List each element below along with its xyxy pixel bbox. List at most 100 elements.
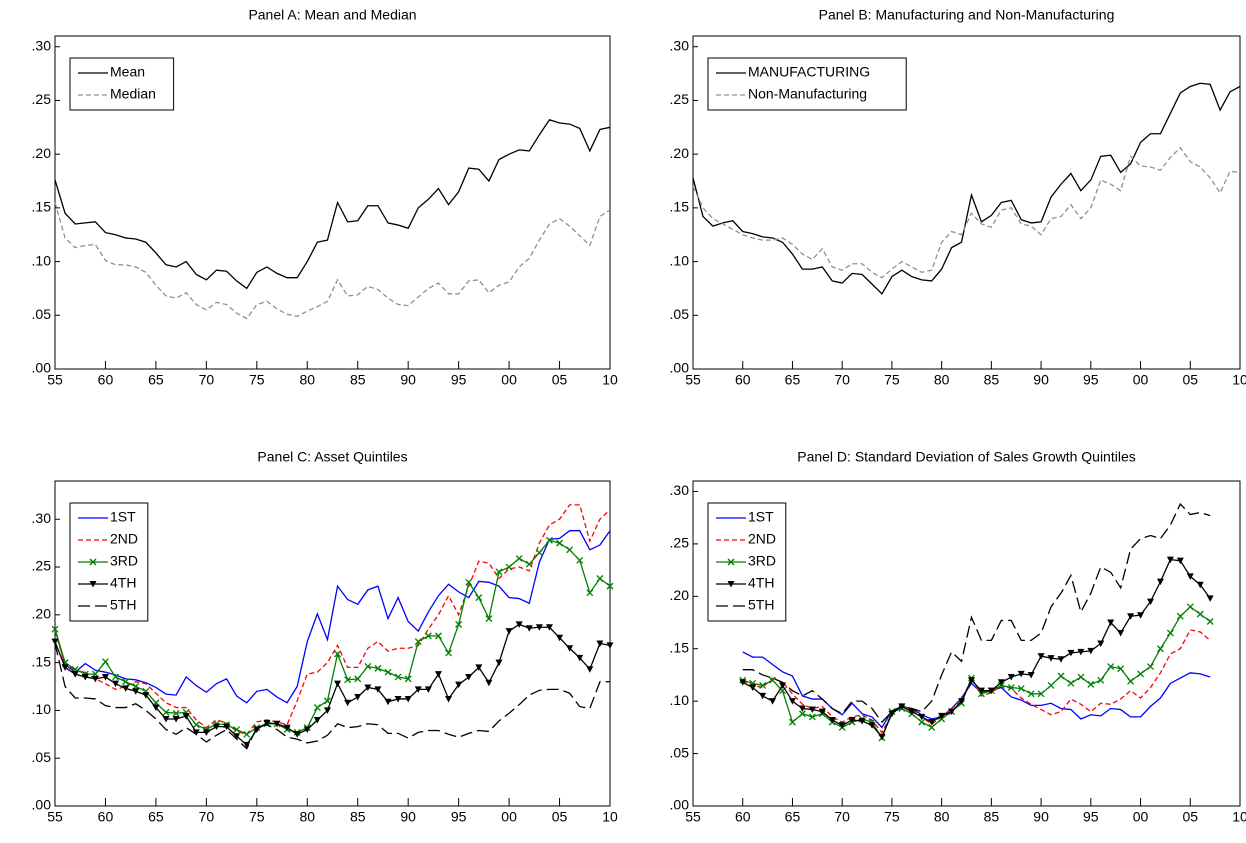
marker-triangle [1156, 578, 1164, 586]
marker-triangle [142, 692, 150, 699]
marker-x [535, 549, 543, 557]
marker-triangle [545, 624, 553, 631]
y-tick-label: .20 [32, 606, 52, 622]
marker-x [354, 675, 362, 683]
marker-triangle [1186, 573, 1194, 580]
marker-triangle [122, 685, 130, 692]
y-tick-label: .00 [32, 360, 52, 376]
marker-triangle [1127, 613, 1135, 620]
marker-triangle [162, 716, 170, 723]
marker-x [1007, 684, 1015, 691]
y-tick-label: .10 [670, 692, 690, 708]
x-tick-label: 85 [984, 372, 1000, 388]
x-tick-label: 60 [98, 372, 114, 388]
x-tick-label: 70 [834, 372, 850, 388]
marker-x [404, 675, 412, 683]
legend-label: 1ST [110, 509, 136, 525]
plot-frame [692, 480, 1241, 807]
marker-triangle [828, 717, 836, 724]
marker-triangle [172, 716, 180, 723]
marker-x [374, 664, 382, 672]
marker-x [1037, 690, 1045, 698]
marker-x [1166, 629, 1174, 637]
y-tick-label: .15 [32, 653, 52, 669]
marker-triangle [1117, 630, 1125, 637]
y-tick-label: .05 [670, 744, 690, 760]
marker-triangle [888, 710, 896, 718]
y-tick-label: .30 [32, 37, 52, 53]
marker-triangle [1027, 671, 1035, 679]
marker-triangle [1047, 655, 1055, 662]
marker-triangle [1017, 670, 1025, 678]
marker-triangle [384, 698, 392, 706]
marker-x [475, 594, 483, 602]
marker-x [192, 721, 200, 729]
marker-x [759, 681, 767, 689]
marker-triangle [1057, 656, 1065, 663]
y-tick-label: .30 [670, 482, 690, 498]
x-tick-label: 60 [735, 372, 751, 388]
x-tick-label: 60 [98, 809, 114, 825]
marker-triangle [928, 719, 936, 726]
marker-x [465, 578, 473, 586]
marker-triangle [556, 634, 564, 642]
y-tick-label: .05 [32, 306, 52, 322]
y-tick-label: .10 [32, 701, 52, 717]
marker-x [1047, 681, 1055, 689]
marker-triangle [525, 625, 533, 632]
marker-x [1176, 612, 1184, 620]
marker-x [1137, 670, 1145, 678]
marker-x [51, 625, 59, 633]
marker-triangle [535, 624, 543, 631]
x-tick-label: 65 [785, 809, 801, 825]
panel: Panel C: Asset Quintiles .00 .05 .10 .15 .20.… [32, 449, 618, 825]
x-tick-label: 00 [1133, 372, 1149, 388]
marker-triangle [759, 692, 767, 700]
marker-triangle [1007, 674, 1015, 681]
marker-x [313, 704, 321, 712]
x-tick-label: 05 [552, 809, 568, 825]
marker-triangle [374, 686, 382, 693]
legend-label: 2ND [748, 531, 776, 547]
marker-triangle [394, 695, 402, 703]
marker-x [1097, 676, 1105, 684]
legend-label: Median [110, 86, 156, 102]
marker-x [1147, 663, 1154, 671]
marker-x [172, 709, 180, 717]
legend-marker [727, 558, 735, 566]
marker-triangle [1107, 619, 1115, 627]
marker-triangle [233, 733, 241, 740]
marker-triangle [1146, 598, 1154, 606]
marker-triangle [283, 724, 291, 732]
panel: Panel B: Manufacturing and Non-Manufactu… [670, 7, 1246, 388]
marker-triangle [51, 638, 59, 646]
marker-x [414, 638, 422, 646]
marker-triangle [596, 640, 604, 647]
marker-triangle [1087, 647, 1095, 655]
marker-triangle [132, 688, 140, 695]
marker-x [525, 560, 533, 568]
marker-x [162, 708, 170, 716]
series-line [54, 202, 611, 320]
legend-label: Mean [110, 64, 145, 80]
marker-triangle [1137, 612, 1145, 619]
marker-triangle [71, 671, 79, 678]
y-tick-label: .00 [670, 360, 690, 376]
marker-x [1067, 679, 1075, 687]
y-tick-label: .10 [670, 252, 690, 268]
marker-triangle [223, 723, 231, 731]
marker-triangle [243, 741, 251, 749]
marker-x [434, 632, 442, 640]
marker-triangle [505, 628, 513, 635]
marker-triangle [152, 704, 160, 712]
marker-x [323, 697, 331, 705]
marker-triangle [958, 698, 966, 705]
marker-triangle [838, 722, 846, 729]
marker-triangle [323, 707, 331, 714]
marker-x [455, 620, 463, 628]
marker-x [495, 568, 503, 576]
marker-x [112, 673, 120, 681]
marker-x [1017, 685, 1025, 693]
legend-marker [89, 581, 97, 588]
panel-title: Panel B: Manufacturing and Non-Manufactu… [819, 7, 1115, 23]
